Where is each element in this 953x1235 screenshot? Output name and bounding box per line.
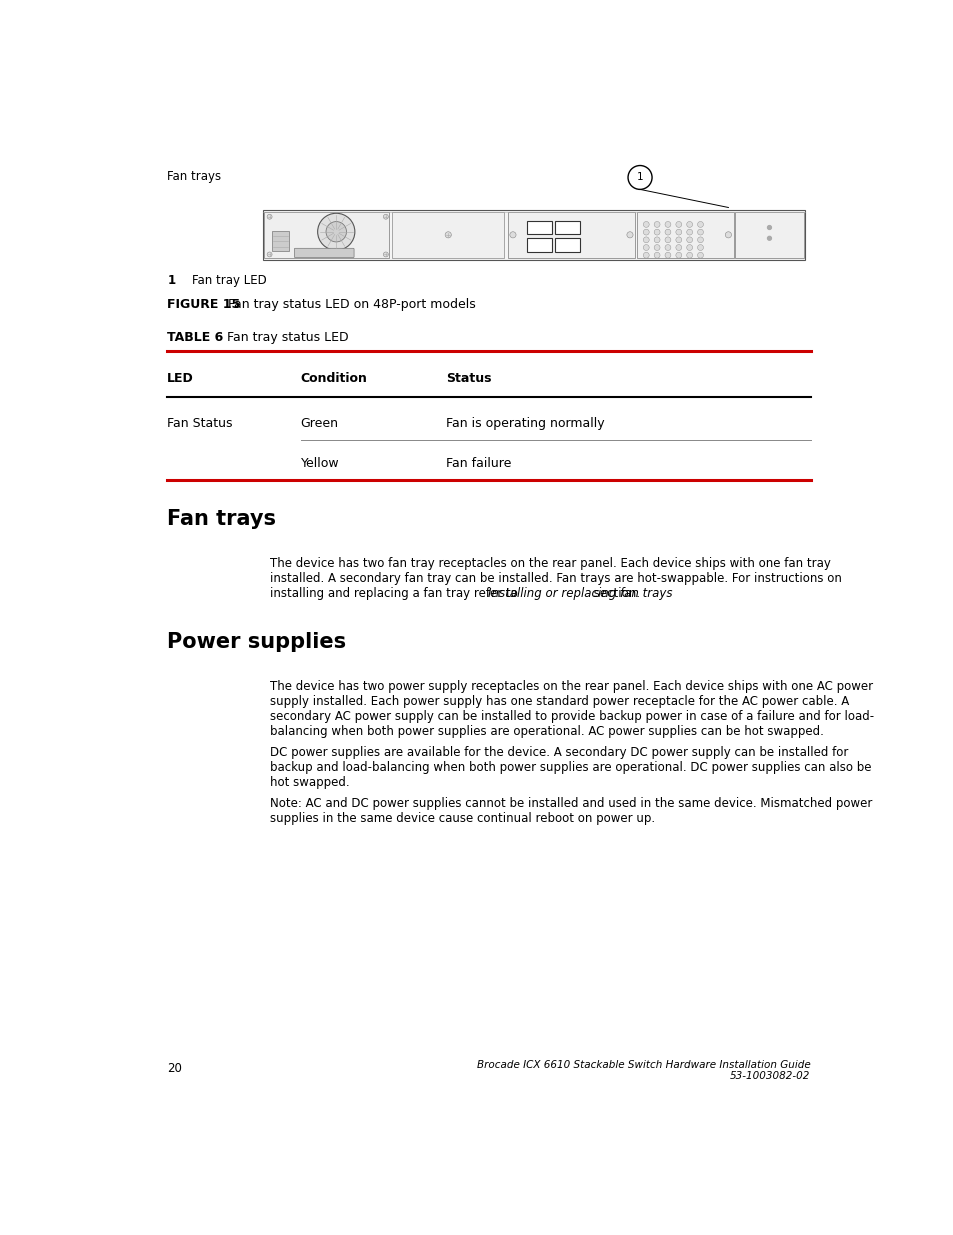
FancyBboxPatch shape bbox=[264, 212, 389, 258]
Text: backup and load-balancing when both power supplies are operational. DC power sup: backup and load-balancing when both powe… bbox=[270, 761, 871, 774]
Circle shape bbox=[697, 237, 702, 243]
Circle shape bbox=[767, 236, 771, 241]
Circle shape bbox=[664, 221, 670, 227]
Circle shape bbox=[664, 230, 670, 235]
Circle shape bbox=[697, 230, 702, 235]
Circle shape bbox=[509, 232, 516, 238]
Text: Fan failure: Fan failure bbox=[446, 457, 511, 471]
Circle shape bbox=[697, 221, 702, 227]
Text: installing and replacing a fan tray refer to: installing and replacing a fan tray refe… bbox=[270, 587, 521, 600]
Text: secondary AC power supply can be installed to provide backup power in case of a : secondary AC power supply can be install… bbox=[270, 710, 874, 722]
Text: Fan Status: Fan Status bbox=[167, 417, 233, 430]
Circle shape bbox=[642, 245, 648, 251]
Text: Installing or replacing fan trays: Installing or replacing fan trays bbox=[488, 587, 672, 600]
Text: 1: 1 bbox=[636, 173, 642, 183]
Text: Green: Green bbox=[300, 417, 338, 430]
Text: Status: Status bbox=[446, 372, 492, 385]
Text: Fan is operating normally: Fan is operating normally bbox=[446, 417, 604, 430]
Text: LED: LED bbox=[167, 372, 193, 385]
Circle shape bbox=[686, 221, 692, 227]
Text: The device has two fan tray receptacles on the rear panel. Each device ships wit: The device has two fan tray receptacles … bbox=[270, 557, 830, 571]
Text: Fan trays: Fan trays bbox=[167, 169, 221, 183]
Text: FIGURE 15: FIGURE 15 bbox=[167, 299, 240, 311]
Text: 53-1003082-02: 53-1003082-02 bbox=[729, 1071, 810, 1081]
FancyBboxPatch shape bbox=[294, 248, 354, 258]
Text: supplies in the same device cause continual reboot on power up.: supplies in the same device cause contin… bbox=[270, 811, 655, 825]
Text: Fan tray LED: Fan tray LED bbox=[192, 274, 267, 287]
Text: 20: 20 bbox=[167, 1062, 182, 1074]
FancyBboxPatch shape bbox=[637, 212, 733, 258]
Circle shape bbox=[642, 221, 648, 227]
Circle shape bbox=[654, 245, 659, 251]
Circle shape bbox=[724, 232, 731, 238]
Circle shape bbox=[654, 221, 659, 227]
Text: Brocade ICX 6610 Stackable Switch Hardware Installation Guide: Brocade ICX 6610 Stackable Switch Hardwa… bbox=[476, 1060, 810, 1070]
Text: Fan tray status LED: Fan tray status LED bbox=[215, 331, 349, 343]
Circle shape bbox=[267, 252, 272, 257]
Circle shape bbox=[642, 252, 648, 258]
Text: Note: AC and DC power supplies cannot be installed and used in the same device. : Note: AC and DC power supplies cannot be… bbox=[270, 797, 872, 810]
FancyBboxPatch shape bbox=[392, 212, 504, 258]
FancyBboxPatch shape bbox=[262, 210, 804, 259]
Circle shape bbox=[686, 245, 692, 251]
Text: Condition: Condition bbox=[300, 372, 367, 385]
Circle shape bbox=[697, 252, 702, 258]
Circle shape bbox=[675, 230, 681, 235]
Text: supply installed. Each power supply has one standard power receptacle for the AC: supply installed. Each power supply has … bbox=[270, 694, 849, 708]
Circle shape bbox=[675, 245, 681, 251]
Text: Power supplies: Power supplies bbox=[167, 632, 346, 652]
Text: installed. A secondary fan tray can be installed. Fan trays are hot-swappable. F: installed. A secondary fan tray can be i… bbox=[270, 572, 841, 585]
Text: balancing when both power supplies are operational. AC power supplies can be hot: balancing when both power supplies are o… bbox=[270, 725, 823, 737]
Circle shape bbox=[686, 237, 692, 243]
Circle shape bbox=[654, 237, 659, 243]
FancyBboxPatch shape bbox=[526, 221, 551, 235]
Circle shape bbox=[383, 214, 388, 219]
Circle shape bbox=[383, 252, 388, 257]
Text: Fan trays: Fan trays bbox=[167, 509, 276, 530]
Text: Fan tray status LED on 48P-port models: Fan tray status LED on 48P-port models bbox=[224, 299, 476, 311]
Circle shape bbox=[627, 165, 652, 189]
Text: section.: section. bbox=[590, 587, 639, 600]
Circle shape bbox=[767, 226, 771, 230]
Circle shape bbox=[697, 245, 702, 251]
Circle shape bbox=[626, 232, 633, 238]
Text: DC power supplies are available for the device. A secondary DC power supply can : DC power supplies are available for the … bbox=[270, 746, 848, 758]
Circle shape bbox=[267, 214, 272, 219]
Circle shape bbox=[675, 252, 681, 258]
Circle shape bbox=[664, 245, 670, 251]
FancyBboxPatch shape bbox=[555, 221, 579, 235]
Circle shape bbox=[664, 237, 670, 243]
FancyBboxPatch shape bbox=[735, 212, 802, 258]
Text: 1: 1 bbox=[167, 274, 175, 287]
Circle shape bbox=[326, 221, 346, 242]
Circle shape bbox=[445, 232, 451, 238]
Circle shape bbox=[675, 221, 681, 227]
FancyBboxPatch shape bbox=[507, 212, 635, 258]
Circle shape bbox=[642, 237, 648, 243]
FancyBboxPatch shape bbox=[526, 238, 551, 252]
FancyBboxPatch shape bbox=[272, 231, 289, 251]
Circle shape bbox=[654, 230, 659, 235]
Circle shape bbox=[317, 214, 355, 251]
Circle shape bbox=[686, 252, 692, 258]
Circle shape bbox=[642, 230, 648, 235]
Text: hot swapped.: hot swapped. bbox=[270, 776, 350, 789]
Circle shape bbox=[664, 252, 670, 258]
Circle shape bbox=[654, 252, 659, 258]
Text: Yellow: Yellow bbox=[300, 457, 339, 471]
Circle shape bbox=[675, 237, 681, 243]
Text: TABLE 6: TABLE 6 bbox=[167, 331, 223, 343]
Text: The device has two power supply receptacles on the rear panel. Each device ships: The device has two power supply receptac… bbox=[270, 679, 873, 693]
Circle shape bbox=[686, 230, 692, 235]
FancyBboxPatch shape bbox=[555, 238, 579, 252]
